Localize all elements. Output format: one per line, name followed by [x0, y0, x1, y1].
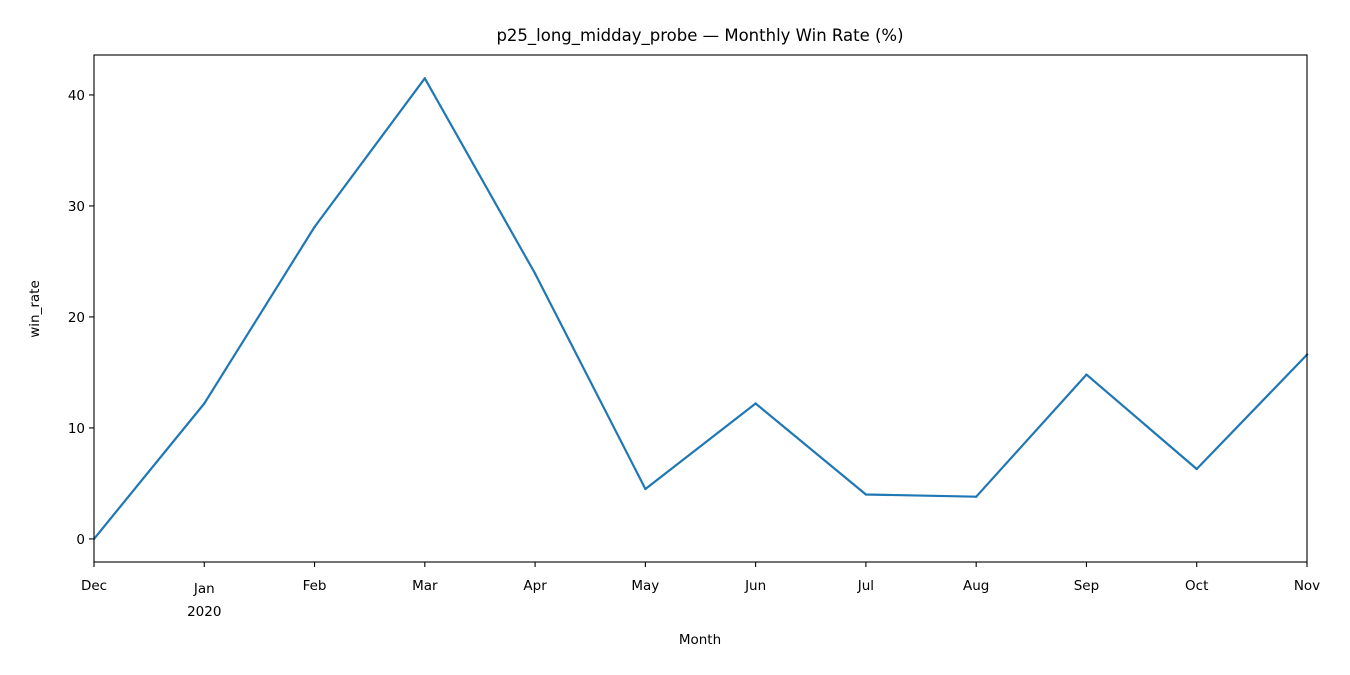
- y-axis: 0 10 20 30 40: [68, 88, 94, 548]
- x-tick-label: May: [631, 578, 659, 594]
- x-tick-label: Mar: [412, 578, 438, 594]
- data-point: [1085, 373, 1088, 376]
- data-point: [864, 493, 868, 496]
- chart-title: p25_long_midday_probe — Monthly Win Rate…: [496, 26, 903, 46]
- x-tick-label: Oct: [1185, 578, 1208, 594]
- y-tick-label: 10: [68, 421, 85, 437]
- data-point: [974, 495, 978, 498]
- x-tick-label: Aug: [963, 578, 989, 594]
- x-tick-year-label: 2020: [187, 604, 221, 620]
- data-point: [1195, 467, 1198, 471]
- x-tick-label: Dec: [81, 578, 107, 594]
- plot-area: [94, 55, 1307, 562]
- x-axis-title: Month: [679, 632, 721, 648]
- x-tick-label: Apr: [523, 578, 547, 594]
- y-axis-title: win_rate: [27, 280, 43, 338]
- series-line: [92, 77, 1309, 541]
- y-tick-label: 20: [68, 310, 85, 326]
- data-point: [533, 272, 537, 275]
- data-point: [203, 402, 206, 405]
- y-tick-label: 40: [68, 88, 85, 104]
- x-tick-label: Jan: [193, 581, 215, 597]
- x-axis: Dec Jan Feb Mar Apr May Jun Jul Aug Sep Oct Nov 2020: [81, 562, 1320, 620]
- x-tick-label: Feb: [303, 578, 327, 594]
- series-layer: [92, 77, 1309, 541]
- data-point: [313, 225, 316, 229]
- y-tick-label: 30: [68, 199, 85, 215]
- data-point: [754, 402, 757, 405]
- y-tick-label: 0: [76, 532, 85, 548]
- x-tick-label: Jun: [744, 578, 766, 594]
- x-tick-label: Nov: [1294, 578, 1320, 594]
- x-tick-label: Jul: [857, 578, 874, 594]
- x-tick-label: Sep: [1074, 578, 1099, 594]
- data-point: [644, 487, 647, 491]
- plot-frame: [93, 54, 1308, 563]
- data-point: [423, 77, 427, 80]
